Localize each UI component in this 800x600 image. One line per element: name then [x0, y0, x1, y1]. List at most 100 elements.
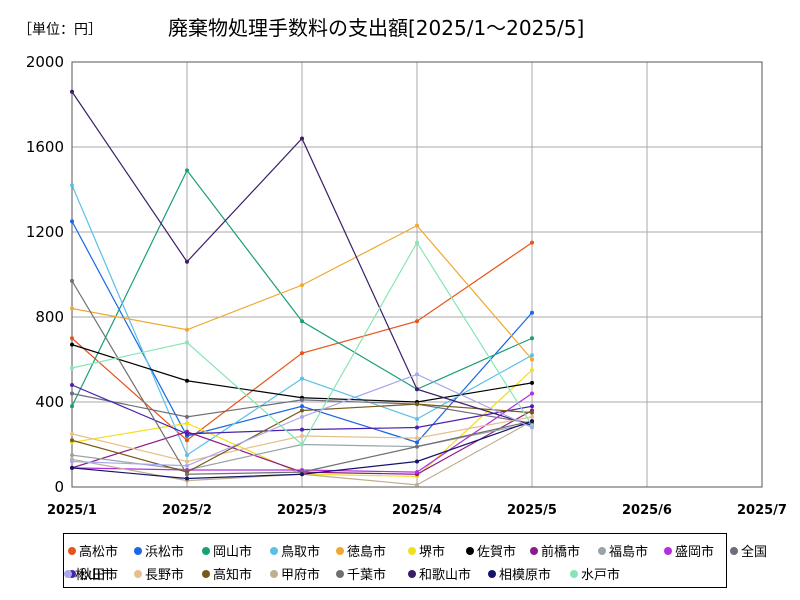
legend-label: 盛岡市 — [675, 545, 715, 560]
data-point-13-2 — [300, 408, 304, 413]
x-tick-label-1: 2025/2 — [162, 503, 212, 518]
data-point-0-1 — [185, 438, 189, 443]
legend-label: 千葉市 — [347, 568, 387, 583]
legend-marker — [202, 547, 210, 555]
x-tick-label-0: 2025/1 — [47, 503, 97, 518]
legend-item: 秋田市 — [68, 564, 118, 583]
legend-label: 高松市 — [79, 545, 119, 560]
legend-item: 松山市 — [64, 564, 114, 583]
legend-marker — [598, 547, 606, 555]
data-point-17-4 — [530, 419, 534, 424]
data-point-11-1 — [185, 431, 189, 436]
legend-marker — [68, 547, 76, 555]
data-point-14-3 — [415, 482, 419, 487]
legend-marker — [488, 570, 496, 578]
data-point-16-2 — [300, 136, 304, 141]
data-point-2-2 — [300, 319, 304, 324]
legend: 高松市 浜松市 岡山市 鳥取市 徳島市 堺市 佐賀市 前橋市 福島市 盛岡市 全国 秋田市 長野市 高知市… — [63, 533, 767, 588]
data-point-12-1 — [185, 459, 189, 464]
legend-label: 長野市 — [145, 568, 185, 583]
data-point-10-1 — [185, 414, 189, 419]
legend-marker — [270, 547, 278, 555]
data-point-12-4 — [530, 414, 534, 419]
data-point-17-1 — [185, 476, 189, 481]
data-point-19-3 — [415, 372, 419, 377]
data-point-12-3 — [415, 436, 419, 441]
data-point-5-1 — [185, 421, 189, 426]
data-point-18-2 — [300, 442, 304, 447]
legend-item: 佐賀市 — [466, 541, 516, 560]
legend-marker — [336, 547, 344, 555]
legend-marker — [730, 547, 738, 555]
y-tick-labels: 0 400 800 1200 1600 2000 — [26, 53, 64, 496]
data-point-18-3 — [415, 240, 419, 245]
data-point-13-0 — [70, 438, 74, 443]
legend-marker — [64, 570, 72, 578]
grid-lines — [71, 61, 763, 488]
data-point-0-0 — [70, 336, 74, 341]
legend-label: 鳥取市 — [281, 545, 321, 560]
data-point-1-2 — [300, 404, 304, 409]
x-tick-labels: 2025/1 2025/2 2025/3 2025/4 2025/5 2025/6 2025… — [47, 503, 787, 518]
legend-label: 和歌山市 — [419, 568, 472, 583]
axes — [71, 61, 763, 488]
data-point-2-4 — [530, 336, 534, 341]
data-point-9-4 — [530, 391, 534, 396]
data-point-2-0 — [70, 404, 74, 409]
data-point-9-3 — [415, 470, 419, 475]
data-point-6-1 — [185, 378, 189, 383]
x-tick-label-4: 2025/5 — [507, 503, 557, 518]
data-point-3-1 — [185, 453, 189, 458]
legend-label: 徳島市 — [347, 545, 387, 560]
legend-label: 松山市 — [75, 568, 115, 583]
legend-label: 前橋市 — [541, 545, 581, 560]
data-point-2-1 — [185, 168, 189, 173]
y-tick-label-3: 1200 — [26, 223, 64, 241]
legend-marker — [68, 570, 76, 578]
data-point-17-2 — [300, 472, 304, 477]
data-point-4-0 — [70, 306, 74, 311]
data-point-18-0 — [70, 366, 74, 370]
y-tick-label-5: 2000 — [26, 53, 64, 71]
y-tick-label-1: 400 — [35, 393, 64, 411]
legend-item: 相模原市 — [488, 564, 551, 583]
legend-item: 和歌山市 — [408, 564, 471, 583]
legend-item: 浜松市 — [134, 541, 184, 560]
data-point-0-4 — [530, 240, 534, 245]
data-point-19-1 — [185, 463, 189, 468]
x-tick-label-6: 2025/7 — [737, 503, 787, 518]
legend-marker — [570, 570, 578, 578]
data-point-19-2 — [300, 414, 304, 419]
legend-label: 岡山市 — [213, 545, 253, 560]
x-tick-label-2: 2025/3 — [277, 503, 327, 518]
data-point-8-0 — [70, 453, 74, 458]
legend-item: 全国 — [730, 541, 767, 560]
legend-label: 高知市 — [213, 568, 253, 583]
data-point-11-4 — [530, 404, 534, 409]
y-tick-label-4: 1600 — [26, 138, 64, 156]
data-point-12-2 — [300, 434, 304, 438]
y-tick-label-2: 800 — [35, 308, 64, 326]
legend-item: 堺市 — [408, 541, 445, 560]
legend-label: 甲府市 — [281, 568, 321, 583]
legend-marker — [466, 547, 474, 555]
legend-item: 鳥取市 — [270, 541, 320, 560]
data-point-4-3 — [415, 223, 419, 228]
data-point-3-3 — [415, 417, 419, 421]
legend-item: 水戸市 — [570, 564, 620, 583]
legend-marker — [664, 547, 672, 555]
legend-marker — [134, 547, 142, 555]
data-point-11-2 — [300, 427, 304, 432]
legend-item: 高知市 — [202, 564, 252, 583]
data-point-6-0 — [70, 342, 74, 347]
legend-label: 秋田市 — [79, 568, 119, 583]
data-point-4-4 — [530, 357, 534, 362]
data-point-13-3 — [415, 402, 419, 407]
data-point-10-0 — [70, 391, 74, 396]
legend-item: 長野市 — [134, 564, 184, 583]
legend-item: 高松市 — [68, 541, 118, 560]
legend-label: 佐賀市 — [477, 545, 517, 560]
data-point-15-0 — [70, 278, 74, 283]
legend-marker — [202, 570, 210, 578]
